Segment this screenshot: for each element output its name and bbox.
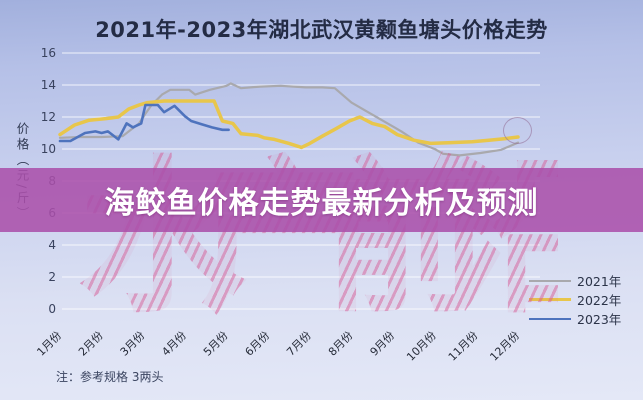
- x-tick-label-4: 4月份: [159, 329, 189, 359]
- x-tick-label-8: 8月份: [326, 329, 356, 359]
- x-tick-label-10: 10月份: [404, 329, 439, 364]
- series-line-2021年: [58, 82, 520, 157]
- legend-line-swatch: [529, 298, 571, 301]
- y-tick-label: 12: [41, 110, 56, 124]
- y-tick-label: 10: [41, 142, 56, 156]
- legend-label: 2023年: [577, 312, 622, 327]
- y-tick-label: 16: [41, 46, 56, 60]
- x-tick-label-7: 7月份: [284, 329, 314, 359]
- x-tick-label-3: 3月份: [118, 329, 148, 359]
- x-tick-label-9: 9月份: [368, 329, 398, 359]
- x-tick-label-5: 5月份: [201, 329, 231, 359]
- series-line-2023年: [58, 103, 230, 143]
- legend-label: 2021年: [577, 274, 622, 289]
- series-line-2022年: [58, 99, 520, 150]
- legend-line-swatch: [529, 317, 571, 320]
- spec-note: 注：参考规格 3两头: [56, 370, 164, 384]
- legend-item-2023年: 2023年: [529, 309, 621, 328]
- legend-line-swatch: [529, 279, 571, 282]
- headline-banner-text: 海鲛鱼价格走势最新分析及预测: [104, 186, 539, 221]
- x-tick-label-11: 11月份: [446, 329, 481, 364]
- headline-banner: 海鲛鱼价格走势最新分析及预测: [0, 168, 643, 232]
- chart-legend: 2021年 2022年 2023年: [529, 271, 621, 328]
- endpoint-circle-annotation: [503, 117, 532, 144]
- x-tick-label-12: 12月份: [487, 329, 522, 364]
- legend-label: 2022年: [577, 293, 622, 308]
- y-tick-label: 4: [48, 238, 56, 252]
- chart-title: 2021年-2023年湖北武汉黄颡鱼塘头价格走势: [95, 18, 548, 42]
- x-tick-label-2: 2月份: [76, 329, 106, 359]
- x-tick-label-6: 6月份: [243, 329, 273, 359]
- y-tick-label: 0: [48, 302, 56, 316]
- y-tick-label: 14: [41, 78, 56, 92]
- x-tick-label-1: 1月份: [34, 329, 64, 359]
- legend-item-2022年: 2022年: [529, 290, 621, 309]
- legend-item-2021年: 2021年: [529, 271, 621, 290]
- y-tick-label: 2: [48, 270, 56, 284]
